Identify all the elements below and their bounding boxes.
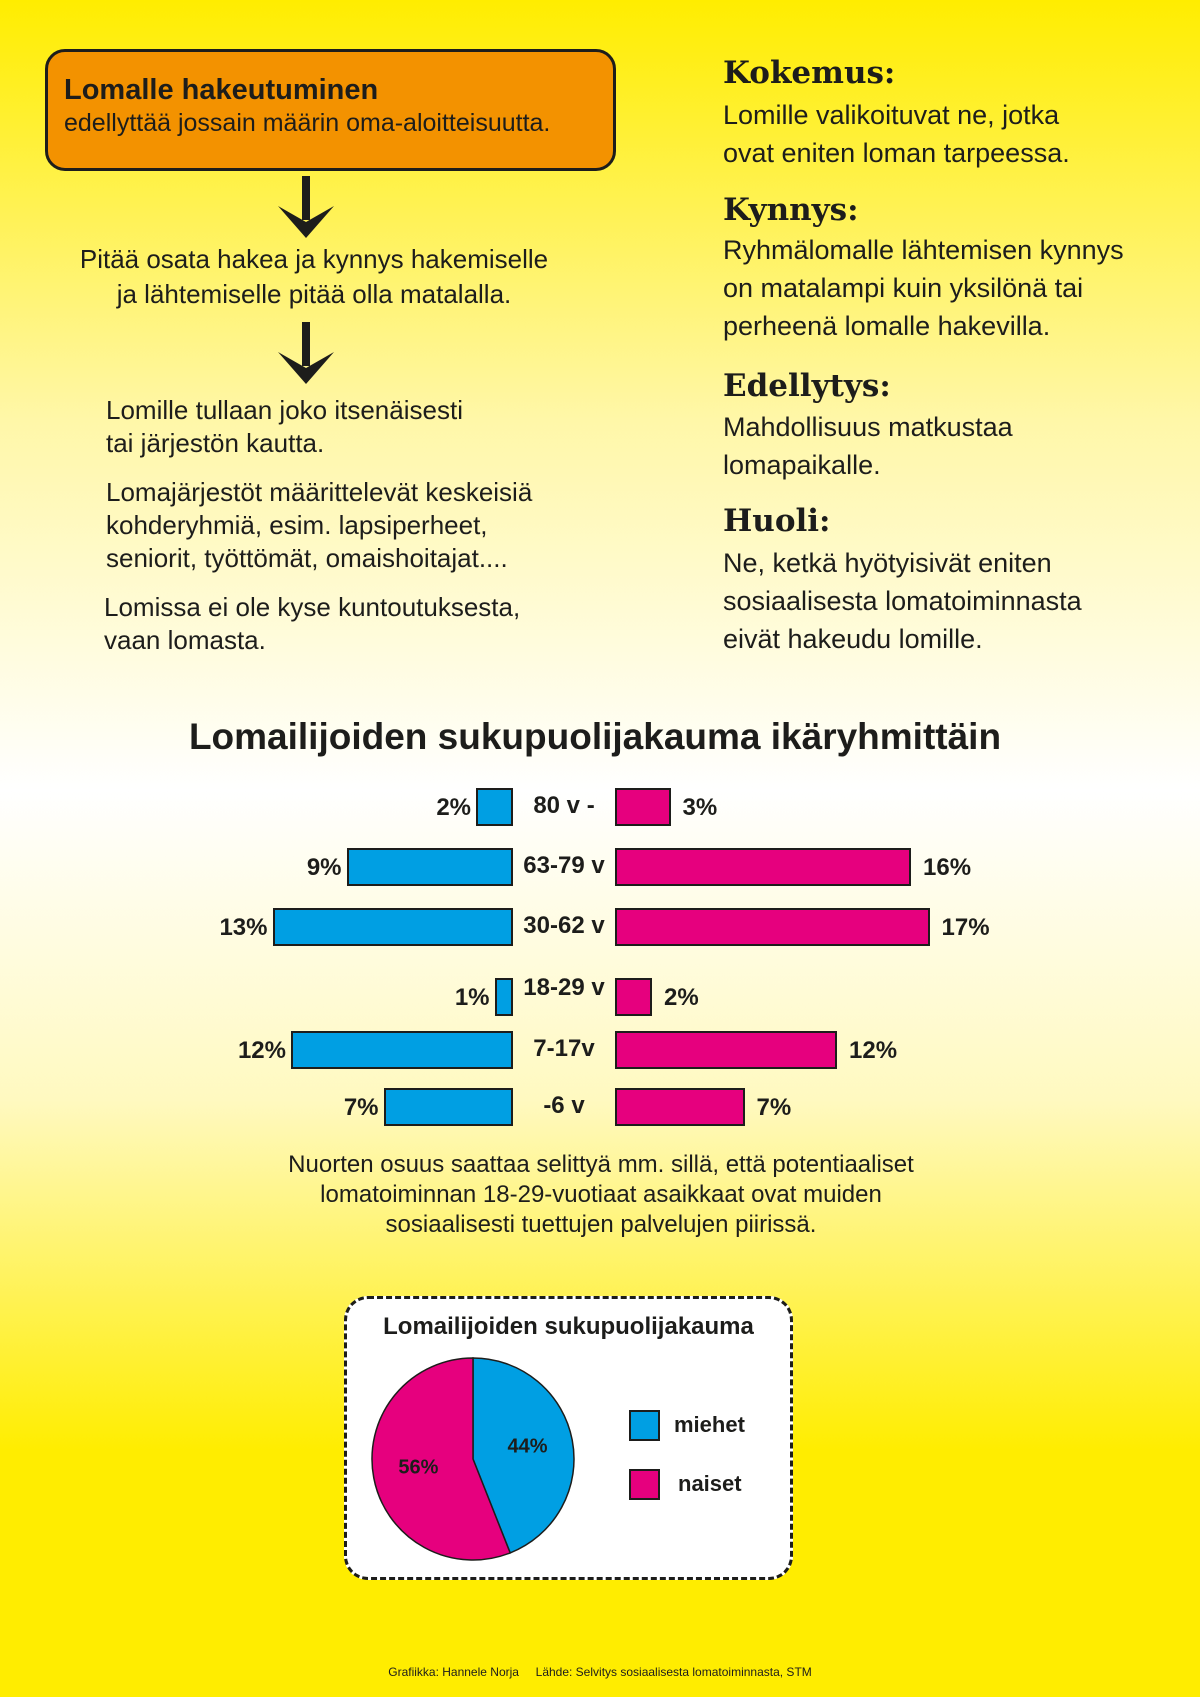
pie-chart-box: Lomailijoiden sukupuolijakauma 44% 56% mi… [344, 1296, 793, 1580]
paragraph-line: Lomille tullaan joko itsenäisesti [106, 395, 463, 425]
legend-label-women: naiset [678, 1471, 742, 1496]
section-text: Mahdollisuus matkustaa lomapaikalle. [723, 408, 1013, 484]
paragraph-line: vaan lomasta. [104, 625, 266, 655]
gender-pie-chart: 44% 56% [371, 1357, 575, 1561]
age-group-label: 63-79 v [523, 852, 605, 879]
age-group-label: 80 v - [533, 792, 595, 819]
caption-line: lomatoiminnan 18-29-vuotiaat asaikkaat o… [320, 1181, 882, 1208]
step2-line: Pitää osata hakea ja kynnys hakemiselle [79, 244, 549, 274]
footer-credit: Grafiikka: Hannele Norja [388, 1665, 519, 1679]
value-label-men: 7% [343, 1094, 379, 1121]
paragraph: Lomajärjestöt määrittelevät keskeisiä ko… [106, 476, 532, 575]
section-line: Mahdollisuus matkustaa [723, 412, 1013, 442]
bar-men [476, 788, 513, 826]
intro-title: Lomalle hakeutuminen [64, 74, 379, 106]
bar-men [494, 978, 513, 1016]
section-heading: Huoli: [723, 503, 831, 539]
value-label-women: 3% [682, 794, 718, 821]
bar-men [383, 1088, 513, 1126]
value-label-women: 7% [756, 1094, 792, 1121]
section-text: Ryhmälomalle lähtemisen kynnys on matala… [723, 231, 1124, 345]
caption-line: sosiaalisesti tuettujen palvelujen piiri… [385, 1211, 817, 1238]
bar-women [615, 848, 911, 886]
bar-chart-title: Lomailijoiden sukupuolijakauma ikäryhmit… [188, 716, 1002, 757]
bar-women [615, 1088, 745, 1126]
bar-women [615, 1031, 837, 1069]
section-line: Lomille valikoituvat ne, jotka [723, 100, 1060, 130]
pie-slice-miehet [472, 1357, 575, 1554]
intro-subtitle: edellyttää jossain määrin oma-aloitteisu… [64, 109, 551, 137]
pie-slice-naiset [371, 1357, 512, 1561]
value-label-men: 9% [306, 854, 342, 881]
step2-line: ja lähtemiselle pitää olla matalalla. [116, 279, 512, 309]
paragraph-line: tai järjestön kautta. [106, 428, 325, 458]
section-line: sosiaalisesta lomatoiminnasta [723, 586, 1082, 616]
bar-men [346, 848, 513, 886]
section-line: ovat eniten loman tarpeessa. [723, 138, 1070, 168]
paragraph: Lomissa ei ole kyse kuntoutuksesta, vaan… [104, 591, 520, 657]
section-heading: Kynnys: [723, 192, 859, 228]
paragraph-line: kohderyhmiä, esim. lapsiperheet, [106, 510, 488, 540]
legend-swatch-women [629, 1469, 660, 1500]
value-label-women: 12% [849, 1037, 898, 1064]
chart-caption: Nuorten osuus saattaa selittyä mm. sillä… [0, 1150, 1200, 1240]
pie-label-naiset: 56% [398, 1456, 438, 1478]
value-label-women: 17% [941, 914, 990, 941]
pie-label-miehet: 44% [508, 1436, 548, 1458]
paragraph-line: Lomissa ei ole kyse kuntoutuksesta, [104, 592, 521, 622]
pie-chart-title: Lomailijoiden sukupuolijakauma [383, 1313, 754, 1340]
value-label-men: 13% [219, 914, 268, 941]
paragraph-line: Lomajärjestöt määrittelevät keskeisiä [106, 477, 533, 507]
bar-women [615, 908, 930, 946]
value-label-men: 12% [237, 1037, 286, 1064]
intro-box: Lomalle hakeutuminen edellyttää jossain … [45, 49, 616, 171]
paragraph: Lomille tullaan joko itsenäisesti tai jä… [106, 394, 463, 460]
section-line: Ne, ketkä hyötyisivät eniten [723, 548, 1052, 578]
bar-men [272, 908, 513, 946]
section-line: Ryhmälomalle lähtemisen kynnys [723, 235, 1124, 265]
age-group-label: 30-62 v [523, 912, 605, 939]
bar-men [291, 1031, 513, 1069]
section-line: perheenä lomalle hakevilla. [723, 311, 1051, 341]
value-label-men: 2% [436, 794, 471, 821]
footer: Grafiikka: Hannele Norja Lähde: Selvitys… [0, 1665, 1200, 1679]
section-line: on matalampi kuin yksilönä tai [723, 273, 1084, 303]
value-label-men: 1% [454, 984, 490, 1011]
arrow-down-icon [278, 322, 334, 384]
age-group-label: 7-17v [533, 1035, 595, 1062]
section-heading: Kokemus: [723, 55, 896, 91]
section-heading: Edellytys: [723, 368, 891, 404]
value-label-women: 2% [664, 984, 699, 1011]
section-line: eivät hakeudu lomille. [723, 624, 983, 654]
age-group-label: 18-29 v [523, 974, 605, 1001]
value-label-women: 16% [923, 854, 972, 881]
section-line: lomapaikalle. [723, 450, 881, 480]
legend-swatch-men [629, 1410, 660, 1441]
legend-label-men: miehet [674, 1412, 745, 1437]
section-text: Lomille valikoituvat ne, jotka ovat enit… [723, 96, 1070, 172]
age-group-label: -6 v [543, 1092, 585, 1119]
paragraph-line: seniorit, työttömät, omaishoitajat.... [106, 543, 508, 573]
section-text: Ne, ketkä hyötyisivät eniten sosiaalises… [723, 544, 1082, 658]
arrow-down-icon [278, 176, 334, 238]
bar-women [615, 978, 652, 1016]
footer-source: Lähde: Selvitys sosiaalisesta lomatoimin… [535, 1665, 812, 1679]
bar-women [615, 788, 671, 826]
step2-text: Pitää osata hakea ja kynnys hakemiselle … [34, 242, 594, 312]
caption-line: Nuorten osuus saattaa selittyä mm. sillä… [288, 1151, 914, 1178]
